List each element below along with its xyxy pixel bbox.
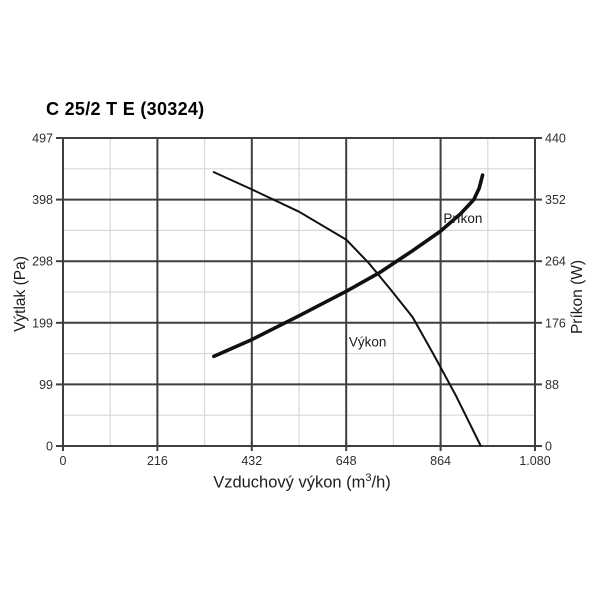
y-left-tick-label: 0 (46, 440, 53, 454)
curve-label-vykon: Výkon (349, 335, 387, 350)
y-right-tick-label: 0 (545, 440, 552, 454)
x-axis-label-suffix: /h) (371, 473, 391, 492)
x-tick-label: 864 (430, 454, 451, 468)
y-left-tick-label: 298 (32, 255, 53, 269)
y-right-tick-label: 176 (545, 316, 566, 330)
x-axis-label-prefix: Vzduchový výkon (m (213, 473, 366, 492)
y-left-tick-label: 398 (32, 193, 53, 207)
y-axis-label-left: Výtlak (Pa) (12, 256, 29, 332)
y-left-tick-label: 497 (32, 132, 53, 146)
x-tick-label: 1.080 (519, 454, 550, 468)
plot-border (62, 137, 536, 447)
x-tick-label: 432 (241, 454, 262, 468)
x-axis-label-superscript: 3 (365, 471, 372, 484)
y-left-tick-label: 99 (39, 378, 53, 392)
x-tick-label: 216 (147, 454, 168, 468)
y-right-tick-label: 88 (545, 378, 559, 392)
y-left-tick-label: 199 (32, 316, 53, 330)
y-axis-label-right: Príkon (W) (569, 259, 586, 335)
chart-title: C 25/2 T E (30324) (46, 99, 205, 119)
curve-prikon (212, 173, 485, 359)
y-right-tick-label: 264 (545, 255, 566, 269)
y-right-tick-label: 352 (545, 193, 566, 207)
x-axis-label: Vzduchový výkon (m3/h) (213, 472, 391, 493)
curve-vykon (212, 171, 482, 447)
y-right-tick-label: 440 (545, 132, 566, 146)
x-tick-label: 648 (336, 454, 357, 468)
x-tick-label: 0 (60, 454, 67, 468)
curve-label-prikon: Príkon (443, 211, 482, 226)
